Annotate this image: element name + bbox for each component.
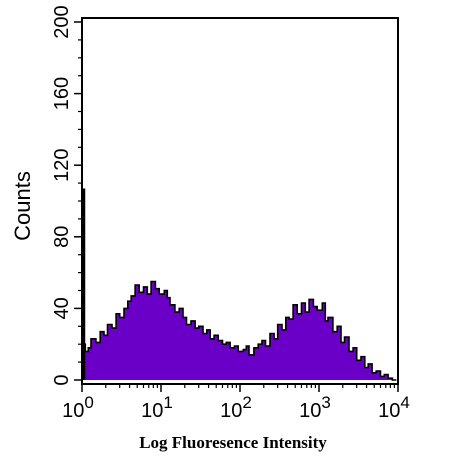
y-axis-label: Counts xyxy=(10,171,35,241)
x-tick-label: 100 xyxy=(62,393,94,422)
x-tick-exponent: 4 xyxy=(400,393,409,412)
x-axis-tick-labels: 100 101 102 103 104 xyxy=(62,393,410,422)
x-axis-ticks xyxy=(81,384,399,392)
histogram-outline xyxy=(81,280,397,381)
y-axis-tick-labels: 0 40 80 120 160 200 xyxy=(51,5,73,385)
y-tick-label: 80 xyxy=(51,226,73,248)
y-tick-label: 0 xyxy=(51,374,73,385)
x-tick-base: 10 xyxy=(62,400,84,422)
x-tick-label: 104 xyxy=(378,393,410,422)
x-tick-exponent: 1 xyxy=(163,393,172,412)
x-tick-label: 101 xyxy=(141,393,173,422)
x-tick-label: 102 xyxy=(220,393,252,422)
x-tick-base: 10 xyxy=(141,400,163,422)
x-tick-base: 10 xyxy=(220,400,242,422)
x-tick-exponent: 3 xyxy=(321,393,330,412)
x-tick-exponent: 0 xyxy=(84,393,93,412)
x-tick-label: 103 xyxy=(299,393,331,422)
y-tick-label: 160 xyxy=(51,77,73,110)
y-tick-label: 40 xyxy=(51,297,73,319)
y-tick-label: 200 xyxy=(51,5,73,38)
histogram-area xyxy=(82,281,397,380)
x-tick-base: 10 xyxy=(299,400,321,422)
y-tick-label: 120 xyxy=(51,149,73,182)
x-tick-exponent: 2 xyxy=(242,393,251,412)
y-axis-ticks xyxy=(74,21,82,381)
x-tick-base: 10 xyxy=(378,400,400,422)
x-axis-label: Log Fluoresence Intensity xyxy=(139,433,327,452)
